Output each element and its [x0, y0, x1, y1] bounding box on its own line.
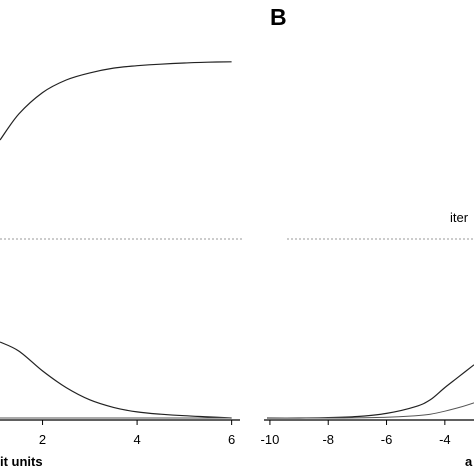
panel-letter-b: B: [270, 4, 287, 30]
right-x-axis-title: a: [465, 454, 473, 469]
chart2-bottom-panel-series-2: [266, 402, 474, 419]
chart-marks: 2 4 6 -10 -8 -6 -4: [0, 61, 474, 447]
right-top-label: iter: [450, 210, 469, 225]
chart1-top-panel-series-1: [0, 61, 232, 141]
chart2-x-tick-label--8: -8: [322, 432, 334, 447]
chart1-x-tick-label-2: 2: [39, 432, 46, 447]
chart2-bottom-panel-series-1: [266, 364, 474, 419]
chart2-x-tick-label--4: -4: [439, 432, 451, 447]
chart2-x-tick-label--10: -10: [261, 432, 280, 447]
chart1-bottom-panel-series-1: [0, 341, 232, 419]
left-x-axis-title: it units: [0, 454, 43, 469]
chart1-x-tick-label-6: 6: [228, 432, 235, 447]
chart1-x-tick-label-4: 4: [133, 432, 140, 447]
chart2-x-tick-label--6: -6: [381, 432, 393, 447]
